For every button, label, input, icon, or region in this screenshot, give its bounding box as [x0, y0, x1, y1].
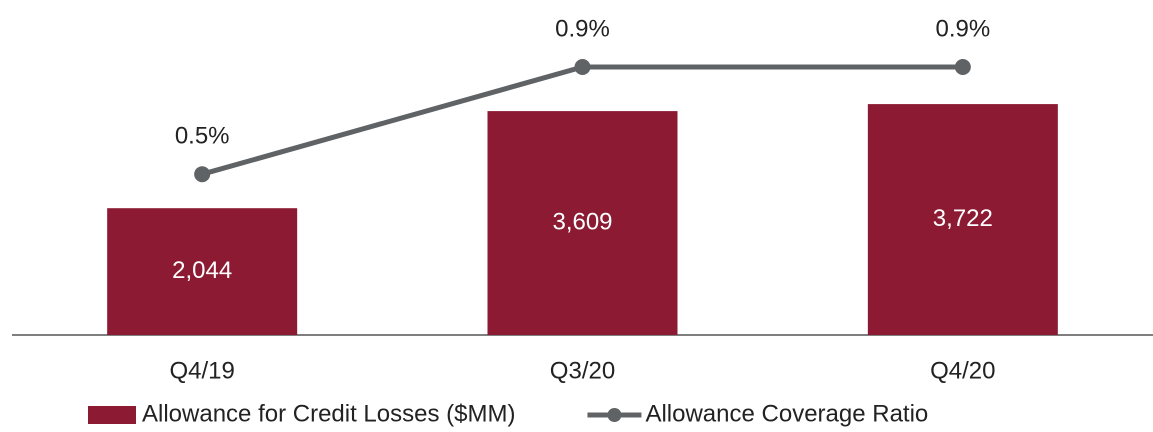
bar-value-label: 3,609: [552, 208, 612, 235]
line-value-label: 0.5%: [175, 123, 230, 150]
x-tick-label: Q4/20: [930, 357, 995, 384]
x-tick-label: Q4/19: [169, 357, 234, 384]
legend-label: Allowance Coverage Ratio: [645, 400, 928, 427]
line-value-label: 0.9%: [555, 15, 610, 42]
bar-value-label: 3,722: [933, 205, 993, 232]
bar: [487, 111, 678, 335]
legend-swatch-dot: [607, 408, 622, 422]
line-point: [194, 166, 211, 183]
legend-swatch: [88, 406, 136, 424]
bar: [107, 208, 298, 335]
x-tick-label: Q3/20: [550, 357, 615, 384]
bar: [867, 104, 1058, 335]
line-value-label: 0.9%: [935, 15, 990, 42]
line-point: [574, 59, 591, 75]
legend-label: Allowance for Credit Losses ($MM): [142, 400, 515, 427]
line-point: [954, 59, 971, 75]
bar-value-label: 2,044: [172, 257, 232, 284]
